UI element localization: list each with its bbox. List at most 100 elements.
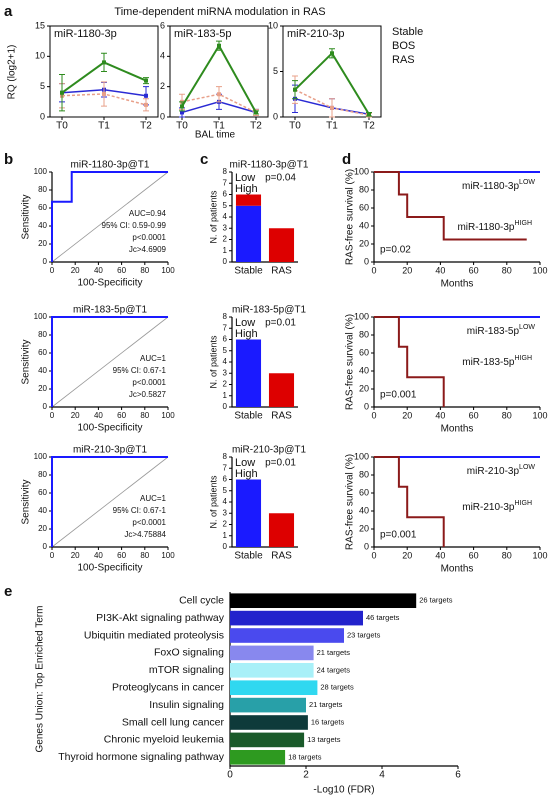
y-tick-label: 0: [364, 256, 369, 266]
x-tick-label: 20: [402, 550, 412, 560]
y-tick-label: 2: [160, 81, 165, 91]
x-tick-label: 2: [303, 770, 309, 781]
bar: [230, 610, 363, 626]
y-axis-label: RAS-free survival (%): [345, 314, 356, 410]
x-tick-label: T1: [213, 121, 225, 132]
marker: [60, 90, 64, 95]
y-axis-label: Sensitivity: [21, 339, 32, 384]
x-axis-label: 100-Specificity: [77, 423, 142, 434]
x-tick-label: 60: [117, 266, 126, 275]
y-tick-label: 80: [38, 185, 47, 194]
marker: [102, 60, 106, 65]
bar-label: 26 targets: [419, 596, 453, 605]
y-tick-label: 100: [354, 311, 369, 321]
annotation: 95% CI: 0.59-0.99: [102, 221, 167, 230]
x-axis-label: Months: [441, 279, 474, 290]
marker: [367, 112, 371, 117]
bar: [230, 628, 344, 643]
legend-label: miR-210-3pLOW: [467, 464, 536, 477]
y-tick-label: 0: [223, 257, 228, 266]
x-tick-label: 100: [161, 551, 175, 560]
x-tick-label: 80: [140, 411, 149, 420]
y-axis-label: N. of patients: [208, 335, 218, 389]
x-tick-label: RAS: [271, 551, 292, 562]
bar-segment: [235, 194, 262, 206]
y-tick-label: 6: [223, 335, 228, 344]
y-axis-label: N. of patients: [208, 475, 218, 529]
y-tick-label: 0: [364, 401, 369, 411]
x-tick-label: 0: [227, 770, 233, 781]
y-tick-label: 0: [273, 111, 278, 121]
legend-label: miR-1180-3pLOW: [462, 179, 535, 192]
legend-name: miR-183-5p: [467, 326, 520, 337]
y-tick-label: 5: [223, 486, 228, 495]
marker: [217, 92, 221, 97]
x-tick-label: 80: [140, 266, 149, 275]
y-tick-label: 60: [359, 347, 369, 357]
x-tick-label: 100: [532, 410, 547, 420]
annotation: Jc>4.75884: [124, 530, 166, 539]
y-tick-label: 20: [38, 239, 47, 248]
x-tick-label: T2: [250, 121, 262, 132]
p-value: p=0.01: [265, 458, 296, 469]
y-tick-label: 0: [43, 257, 48, 266]
x-axis-label: 100-Specificity: [77, 563, 142, 574]
roc-curve: [51, 316, 168, 407]
legend-label: miR-183-5pHIGH: [462, 355, 532, 368]
y-tick-label: 80: [359, 469, 369, 479]
bar-label: 18 targets: [288, 752, 322, 761]
annotation: AUC=1: [140, 494, 167, 503]
y-tick-label: 100: [34, 452, 48, 461]
y-tick-label: 40: [359, 365, 369, 375]
y-tick-label: 100: [354, 166, 369, 176]
x-tick-label: 0: [371, 550, 376, 560]
x-tick-label: T0: [289, 121, 301, 132]
y-tick-label: 100: [34, 167, 48, 176]
legend-superscript: LOW: [519, 464, 535, 471]
x-tick-label: RAS: [271, 411, 292, 422]
x-tick-label: 80: [502, 410, 512, 420]
bar: [230, 732, 305, 748]
x-tick-label: 100: [161, 411, 175, 420]
x-tick-label: 20: [71, 411, 80, 420]
marker: [180, 104, 184, 109]
chart-title: miR-183-5p@T1: [73, 305, 148, 316]
y-tick-label: 2: [223, 380, 228, 389]
legend-name: miR-1180-3p: [462, 181, 519, 192]
x-tick-label: 80: [502, 550, 512, 560]
y-tick-label: 10: [268, 20, 278, 30]
annotation: AUC=0.94: [129, 209, 167, 218]
marker: [254, 110, 258, 115]
y-tick-label: 4: [223, 357, 228, 366]
bar-segment: [235, 205, 262, 262]
y-tick-label: 20: [38, 384, 47, 393]
annotation: 95% CI: 0.67-1: [113, 366, 167, 375]
y-tick-label: mTOR signaling: [149, 664, 224, 676]
x-tick-label: 60: [469, 550, 479, 560]
x-tick-label: T1: [326, 121, 338, 132]
bar: [230, 697, 306, 713]
panel-letter: a: [4, 3, 13, 20]
legend-label: Low: [235, 317, 255, 329]
y-tick-label: Thyroid hormone signaling pathway: [58, 751, 225, 763]
marker: [330, 105, 334, 110]
marker: [330, 51, 334, 56]
y-axis-label: Sensitivity: [21, 194, 32, 239]
x-tick-label: T2: [140, 121, 152, 132]
y-tick-label: 4: [223, 497, 228, 506]
x-tick-label: Stable: [234, 411, 263, 422]
annotation: Jc>4.6909: [129, 245, 167, 254]
bar: [230, 680, 318, 696]
chart-title: miR-1180-3p@T1: [71, 160, 150, 171]
bar-label: 28 targets: [320, 683, 354, 692]
bar: [230, 749, 286, 765]
panel-letter: b: [4, 151, 13, 168]
y-tick-label: 3: [223, 508, 228, 517]
x-tick-label: 0: [371, 410, 376, 420]
y-tick-label: 8: [223, 167, 228, 176]
panel-letter: e: [4, 583, 12, 600]
marker: [144, 78, 148, 83]
marker: [144, 93, 148, 98]
legend-name: miR-210-3p: [467, 466, 520, 477]
